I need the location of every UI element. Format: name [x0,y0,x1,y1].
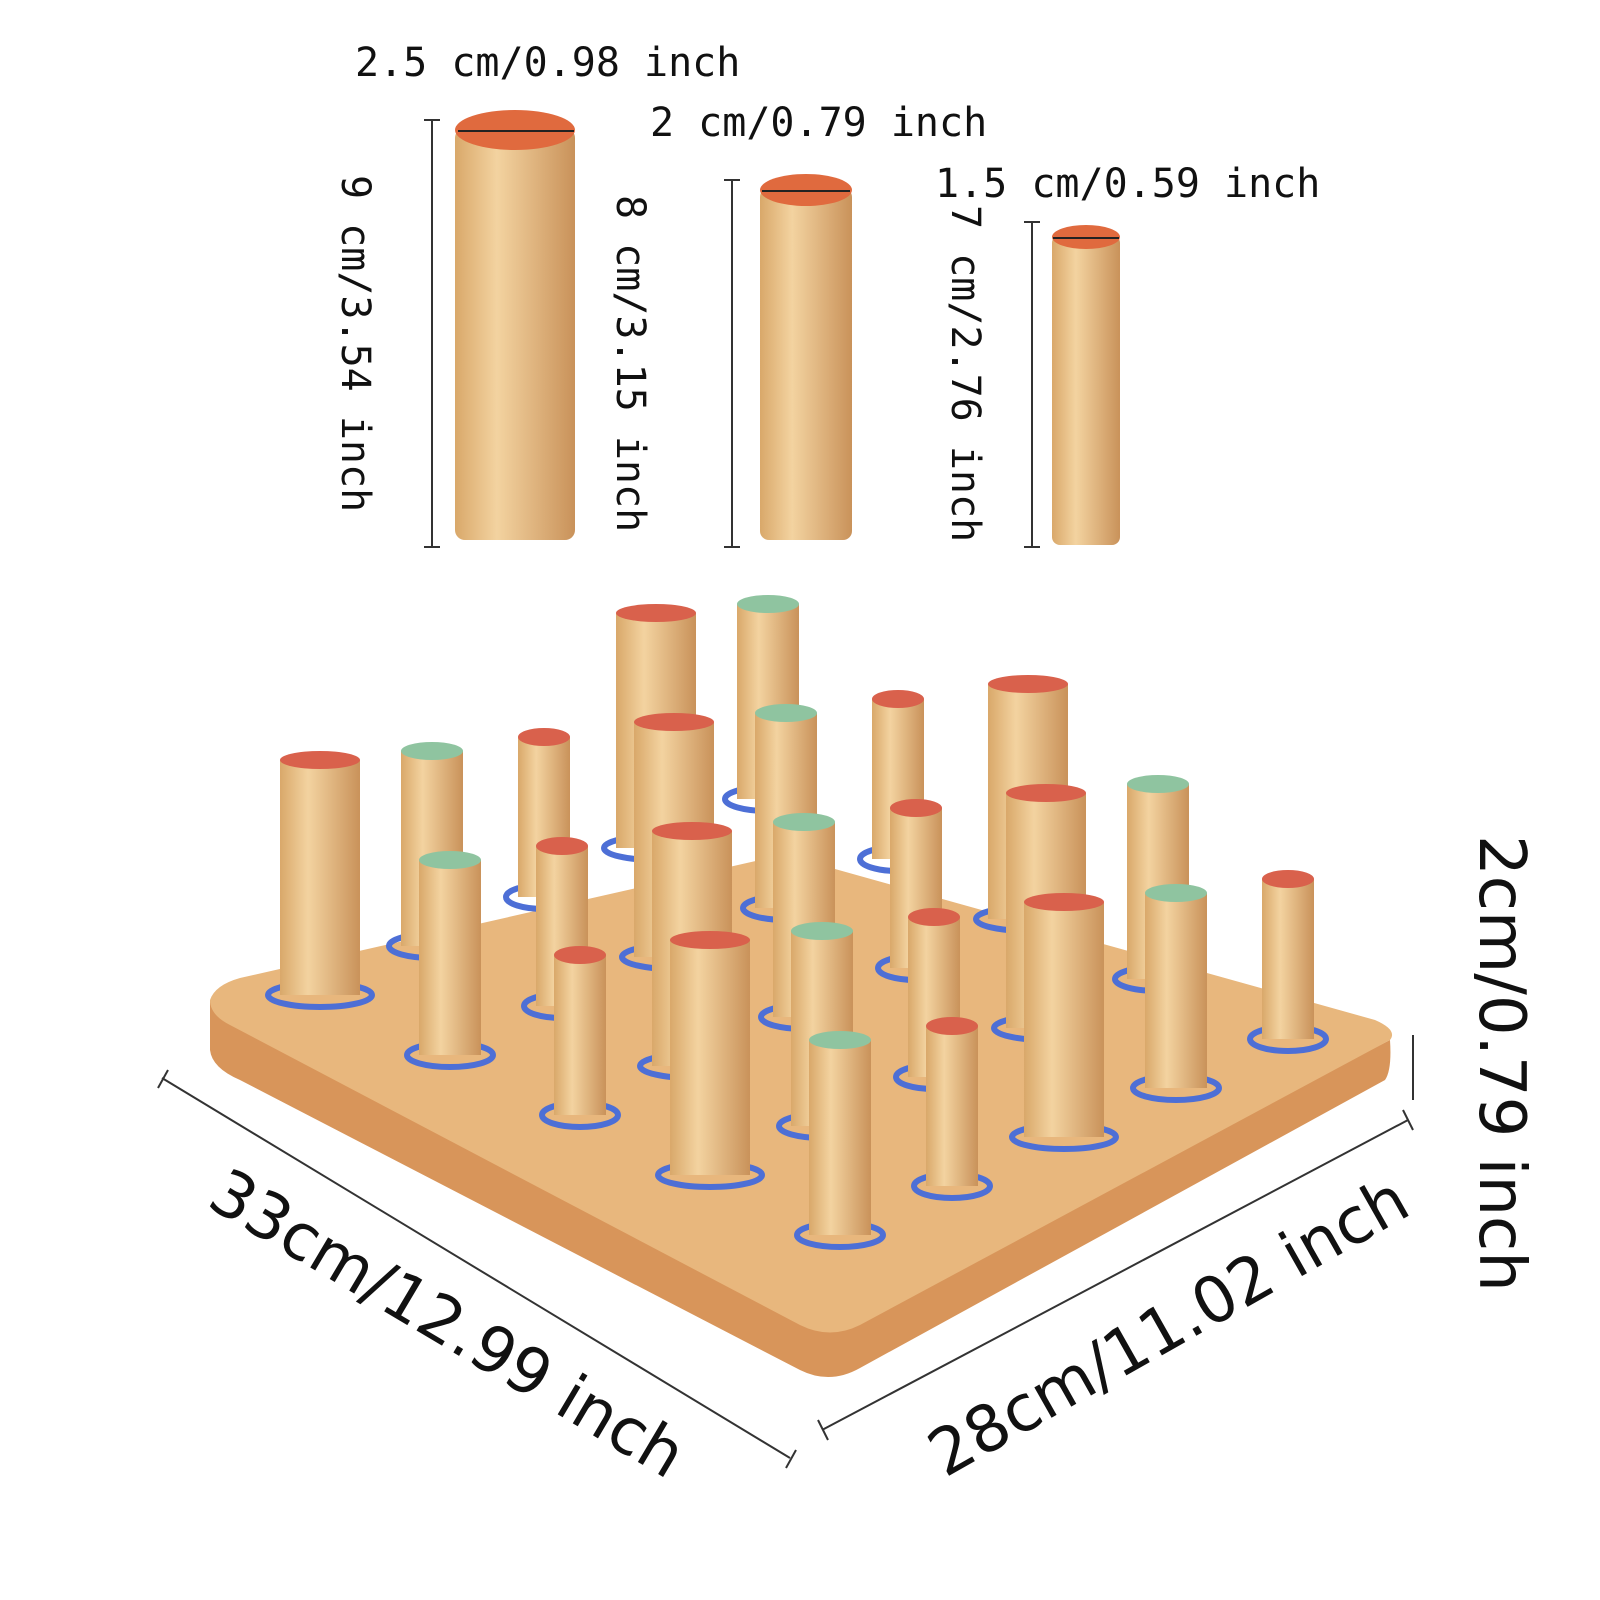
board-side [210,1000,1391,1378]
length-line [157,1069,797,1469]
peg-top [1262,870,1314,888]
peg-large [455,128,575,540]
peg-top [773,813,835,831]
peg-top [809,1031,871,1049]
peg-top [518,728,570,746]
diameter-label: 1.5 cm/0.59 inch [935,161,1320,207]
peg [1145,893,1207,1088]
thickness-label: 2cm/0.79 inch [1464,835,1538,1292]
peg [419,860,481,1055]
peg-top [280,751,360,769]
peg-top [652,822,732,840]
peg-top [616,604,696,622]
peg [809,1040,871,1235]
peg [1262,879,1314,1039]
peg-top [1006,784,1086,802]
peg-top [1024,893,1104,911]
peg [1024,902,1104,1137]
peg-top [634,713,714,731]
height-line [724,179,740,548]
height-line [424,119,440,548]
peg-top [737,595,799,613]
peg-top [401,742,463,760]
peg-top [890,799,942,817]
board-pegs [265,595,1329,1250]
height-label: 7 cm/2.76 inch [942,205,988,542]
height-label: 9 cm/3.54 inch [332,175,378,512]
peg [670,940,750,1175]
peg-top [791,922,853,940]
height-label: 8 cm/3.15 inch [607,195,653,532]
sample-pegs [424,110,1120,548]
peg-top [872,690,924,708]
peg-top [908,908,960,926]
peg-top [670,931,750,949]
peg-top [1127,775,1189,793]
peg-top [926,1017,978,1035]
peg-top [755,704,817,722]
peg-medium [760,188,852,540]
peg [554,955,606,1115]
peg-top [554,946,606,964]
peg [280,760,360,995]
peg-top [988,675,1068,693]
peg-top [536,837,588,855]
width-line [817,1109,1414,1441]
peg-top [419,851,481,869]
peg [926,1026,978,1186]
diameter-label: 2.5 cm/0.98 inch [355,40,740,86]
peg-small [1052,235,1120,545]
diameter-label: 2 cm/0.79 inch [650,100,987,146]
peg-top [1145,884,1207,902]
height-line [1024,221,1040,548]
